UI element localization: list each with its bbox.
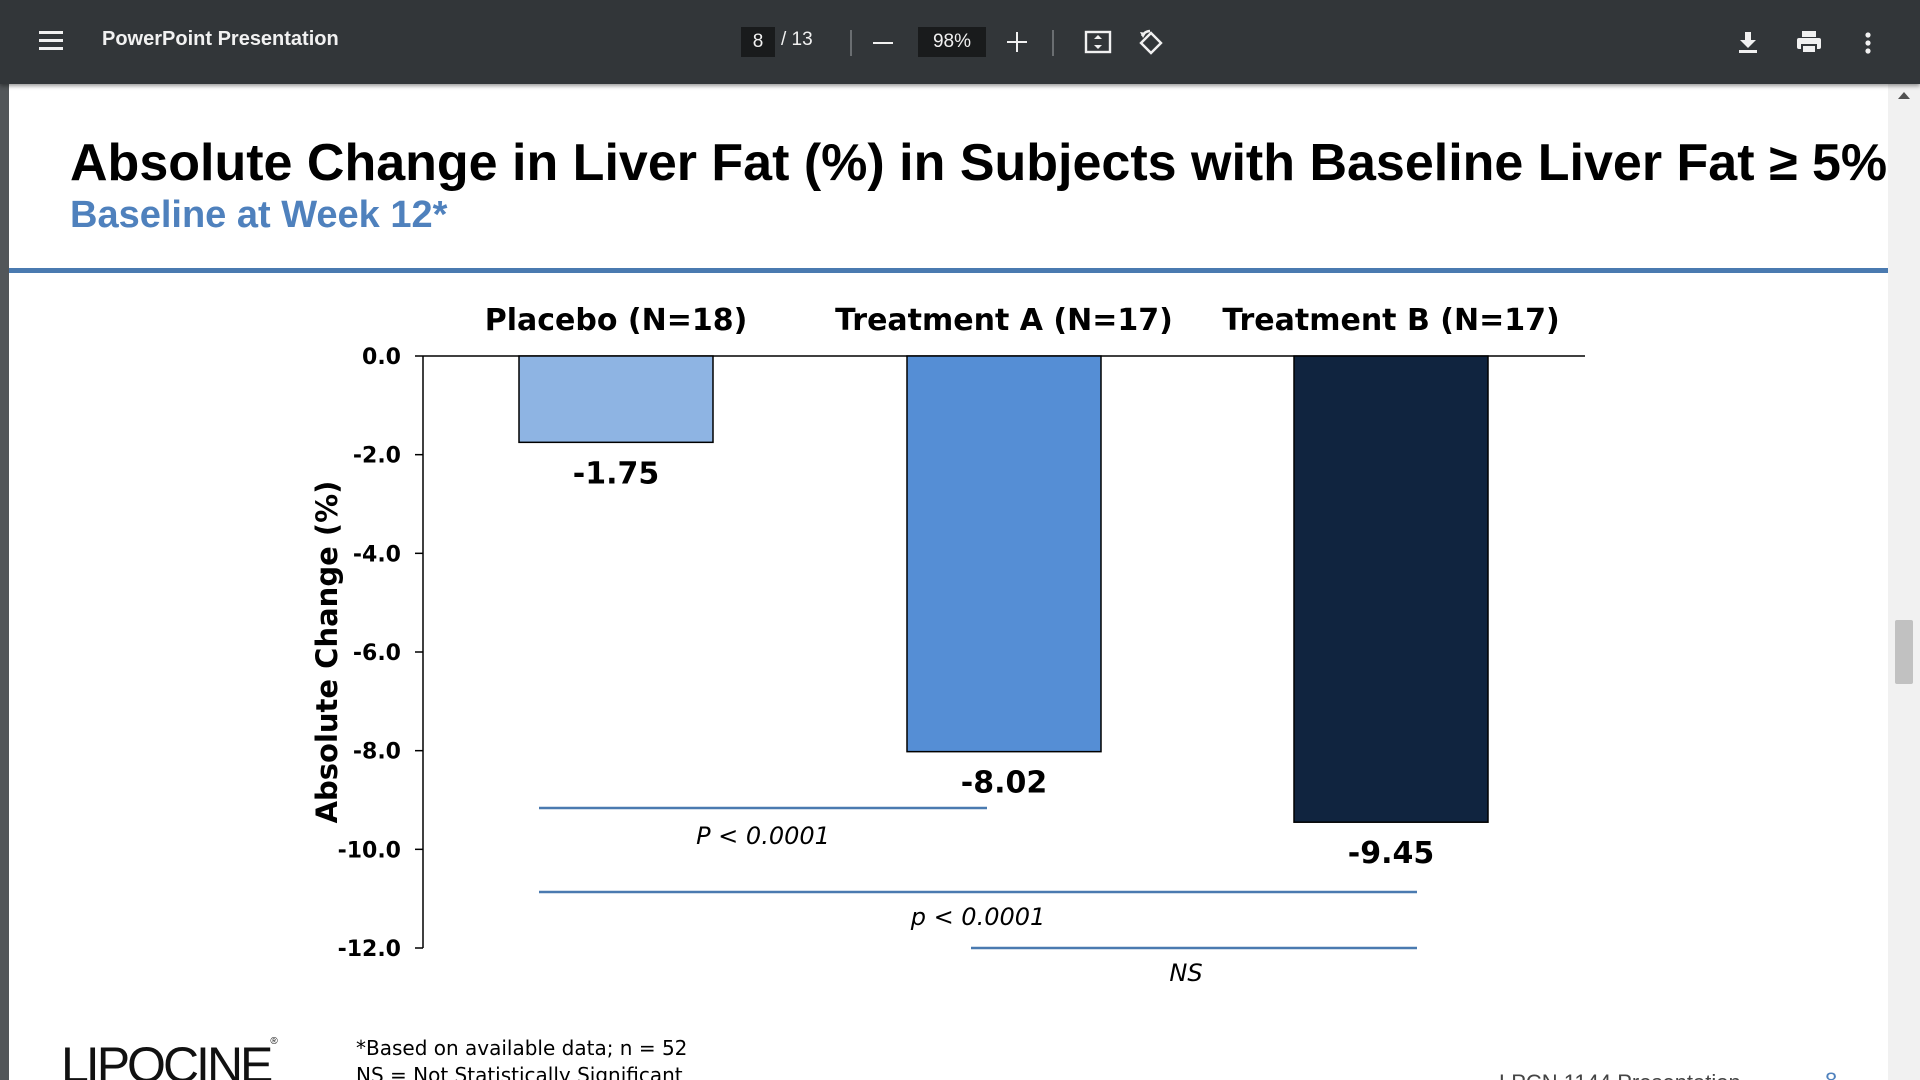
y-tick-label: -12.0 — [338, 937, 401, 962]
bar-value-label: -8.02 — [961, 766, 1047, 801]
category-label: Placebo (N=18) — [485, 303, 748, 338]
zoom-in-icon[interactable] — [1004, 29, 1030, 55]
y-tick-label: -2.0 — [353, 444, 401, 469]
y-tick-label: 0.0 — [362, 345, 401, 370]
slide-page: Absolute Change in Liver Fat (%) in Subj… — [9, 84, 1888, 1080]
y-tick-label: -8.0 — [353, 740, 401, 765]
company-logo: LIPOCINE® — [61, 1036, 278, 1080]
bar — [906, 355, 1102, 753]
category-label: Treatment B (N=17) — [1222, 303, 1559, 338]
slide-title: Absolute Change in Liver Fat (%) in Subj… — [70, 134, 1888, 192]
comparison-label: p < 0.0001 — [910, 903, 1046, 931]
title-divider — [9, 268, 1888, 273]
y-axis-label: Absolute Change (%) — [310, 481, 344, 824]
rotate-icon[interactable] — [1136, 28, 1166, 58]
footnote-ns: NS = Not Statistically Significant — [356, 1063, 683, 1080]
bar-value-label: -1.75 — [573, 456, 659, 491]
comparison-label: NS — [1169, 959, 1202, 987]
zoom-level-input[interactable]: 98% — [918, 27, 986, 57]
print-icon[interactable] — [1794, 28, 1824, 56]
pdf-toolbar: PowerPoint Presentation 8 / 13 98% — [0, 0, 1920, 84]
y-tick-label: -4.0 — [353, 542, 401, 567]
scroll-up-icon[interactable] — [1898, 92, 1910, 99]
footer-page-number: 8 — [1825, 1068, 1837, 1080]
footer-text: LPCN 1144 Presentation — [1499, 1070, 1741, 1080]
menu-icon[interactable] — [34, 26, 68, 58]
registered-mark: ® — [270, 1036, 278, 1047]
zoom-out-icon[interactable] — [870, 30, 896, 56]
comparison-label: P < 0.0001 — [696, 822, 830, 850]
document-viewer[interactable]: Absolute Change in Liver Fat (%) in Subj… — [0, 84, 1920, 1080]
more-options-icon[interactable] — [1858, 28, 1878, 58]
category-label: Treatment A (N=17) — [835, 303, 1173, 338]
fit-page-icon[interactable] — [1084, 28, 1112, 56]
bar-value-label: -9.45 — [1348, 836, 1434, 871]
document-title: PowerPoint Presentation — [102, 28, 339, 50]
slide-subtitle: Baseline at Week 12* — [70, 194, 448, 236]
logo-text: LIPOCINE — [61, 1037, 273, 1080]
scrollbar-thumb[interactable] — [1895, 620, 1913, 684]
footnote-data: *Based on available data; n = 52 — [356, 1036, 688, 1060]
download-icon[interactable] — [1734, 28, 1762, 56]
vertical-scrollbar[interactable] — [1888, 84, 1920, 1080]
bar-chart: 0.0 -2.0 -4.0 -6.0 -8.0 -10.0 -12.0 Absolute Ch… — [310, 303, 1585, 987]
bar — [1293, 355, 1489, 823]
y-tick-label: -10.0 — [338, 838, 401, 863]
y-tick-label: -6.0 — [353, 641, 401, 666]
bar — [518, 355, 714, 444]
page-total: / 13 — [781, 29, 813, 50]
page-number-input[interactable]: 8 — [741, 27, 775, 57]
toolbar-divider — [850, 30, 852, 56]
toolbar-divider — [1052, 30, 1054, 56]
